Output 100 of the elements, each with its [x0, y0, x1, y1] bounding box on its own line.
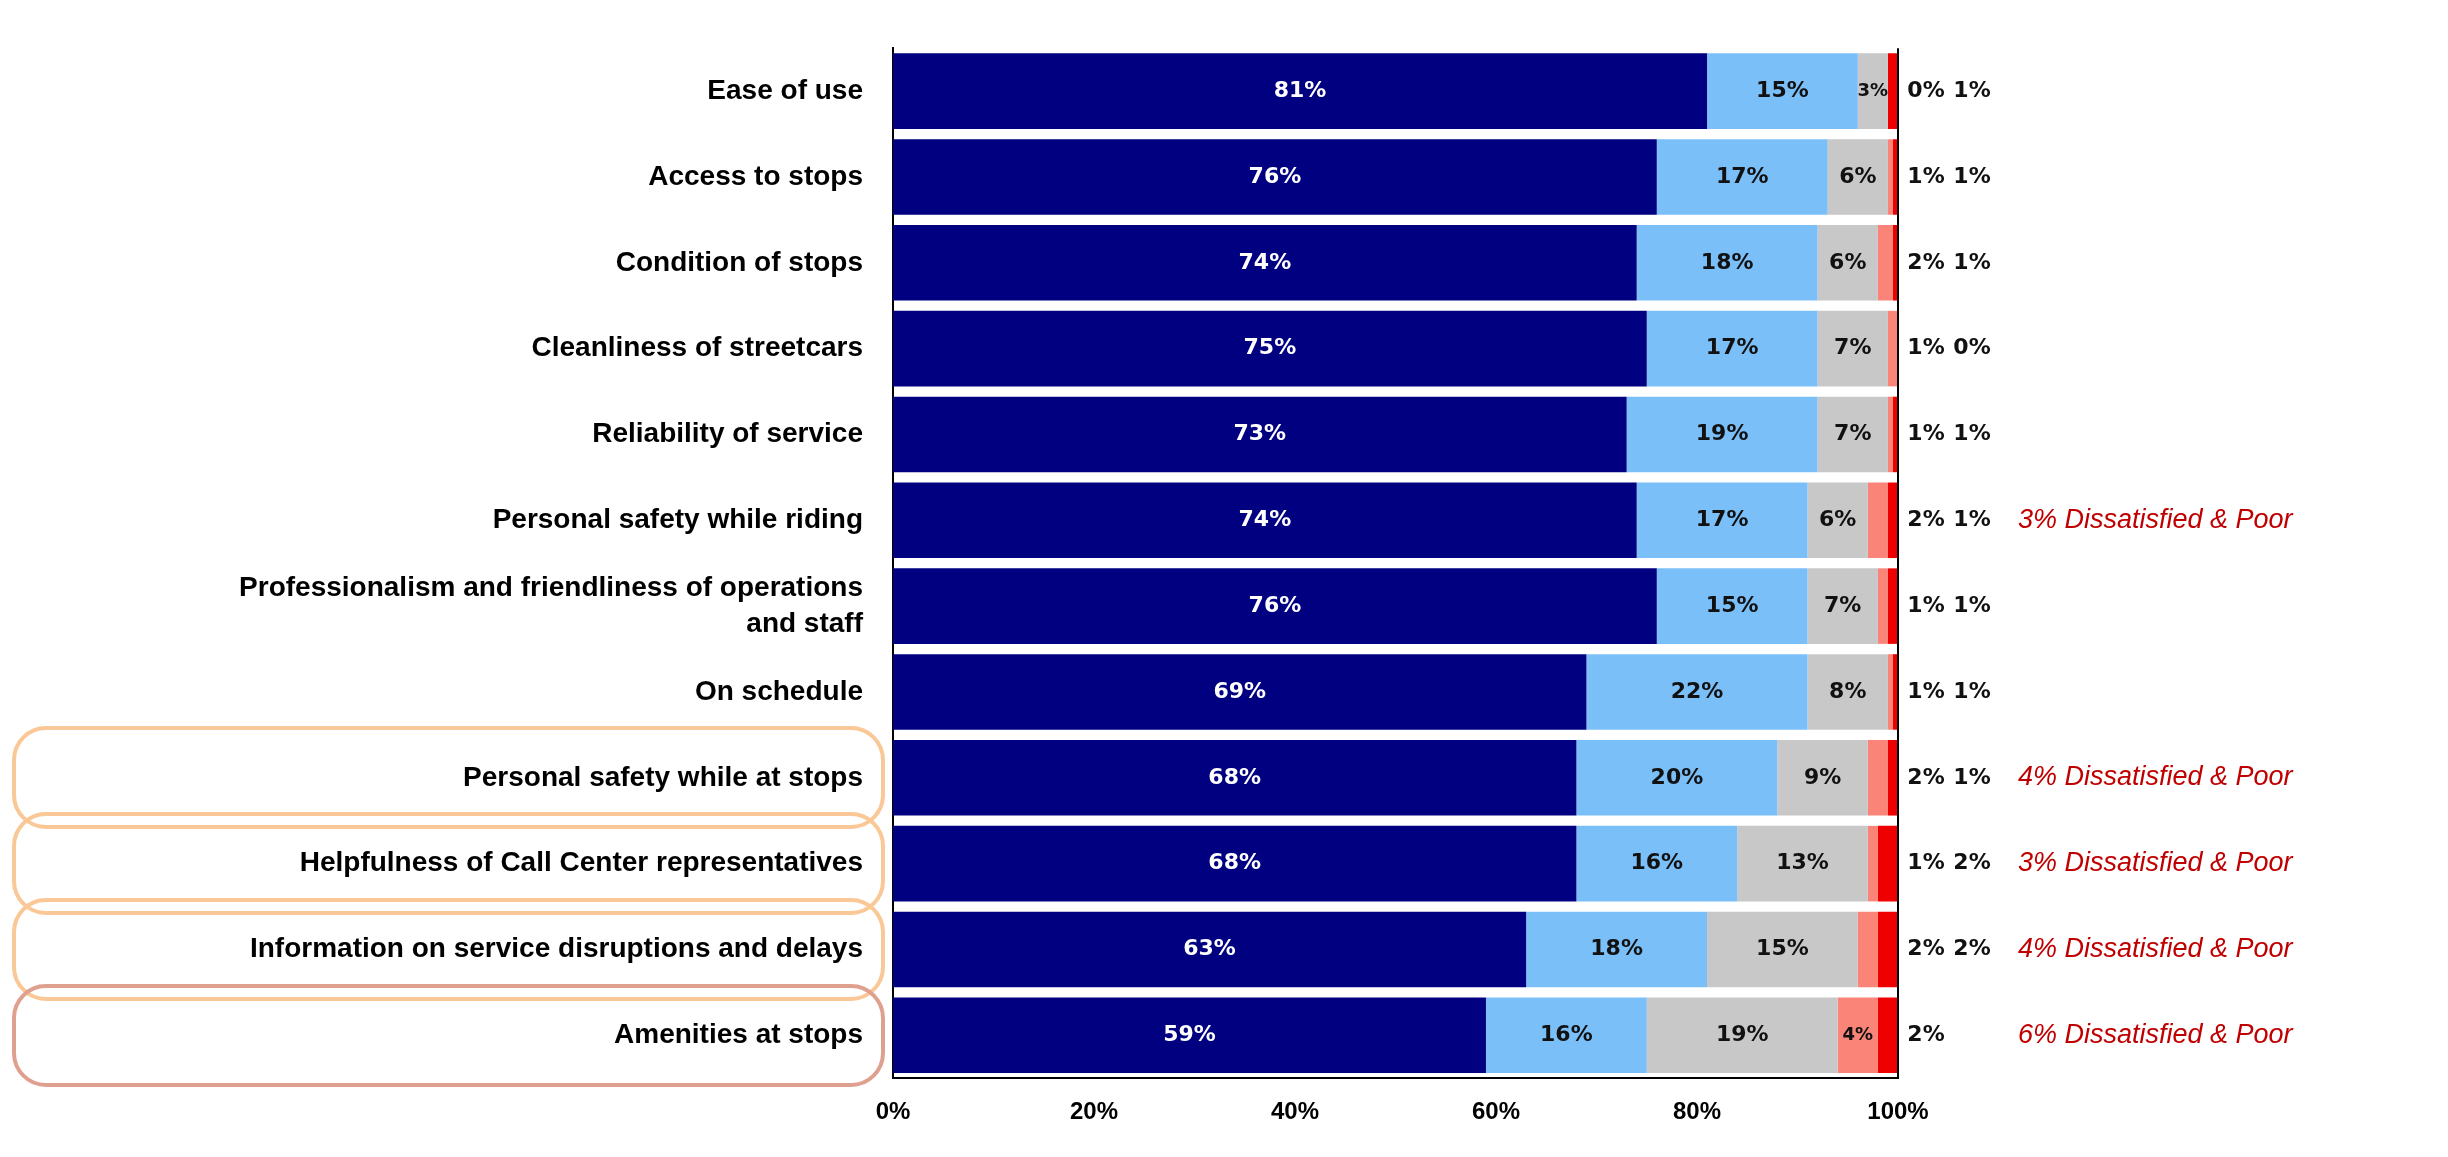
- data-label: 15%: [1705, 591, 1759, 617]
- bar: [893, 482, 1637, 559]
- data-label: 6%: [1829, 248, 1867, 274]
- bar: [1656, 139, 1828, 215]
- data-label: 17%: [1715, 162, 1769, 188]
- data-label: 74%: [1238, 248, 1292, 274]
- data-label: 2%: [1907, 935, 1945, 961]
- bar: [1887, 396, 1893, 473]
- x-tick-label: 60%: [1471, 1097, 1521, 1125]
- bar: [1526, 911, 1708, 988]
- bar: [893, 911, 1527, 988]
- data-label: 68%: [1208, 763, 1262, 789]
- bar: [1807, 482, 1868, 559]
- data-label: 4%: [1842, 1022, 1874, 1044]
- data-label: 1%: [1907, 420, 1945, 446]
- data-label: 1%: [1953, 677, 1991, 703]
- data-label: 68%: [1208, 849, 1262, 875]
- text: 4% Dissatisfied & Poor: [2018, 932, 2294, 963]
- bar: [893, 654, 1587, 730]
- bar: [1837, 997, 1878, 1074]
- data-label: 1%: [1907, 334, 1945, 360]
- data-label: 2%: [1953, 849, 1991, 875]
- bar: [1877, 568, 1888, 644]
- bar: [1707, 53, 1858, 129]
- bar: [1867, 482, 1888, 559]
- data-label: 1%: [1953, 420, 1991, 446]
- y-tick-label: Information on service disruptions and delays: [249, 932, 863, 964]
- data-label: 16%: [1540, 1021, 1593, 1046]
- y-tick-label: Ease of use: [707, 73, 863, 105]
- data-label: 69%: [1213, 677, 1267, 703]
- y-tick-label: Personal safety while at stops: [463, 760, 863, 792]
- bar: [1807, 568, 1878, 644]
- data-label: 1%: [1907, 849, 1945, 875]
- bar: [1656, 568, 1808, 644]
- data-label: 0%: [1953, 334, 1991, 360]
- bar: [1626, 396, 1818, 473]
- bar: [893, 997, 1486, 1074]
- bar: [1887, 568, 1898, 644]
- data-label: 3%: [1857, 78, 1889, 100]
- x-tick-label: 80%: [1672, 1097, 1722, 1125]
- y-tick-label: Amenities at stops: [614, 1018, 863, 1049]
- bar: [1887, 53, 1898, 129]
- text: 6% Dissatisfied & Poor: [2018, 1018, 2294, 1049]
- data-label: 81%: [1273, 76, 1327, 102]
- bar: [893, 825, 1577, 902]
- data-label: 1%: [1907, 677, 1945, 703]
- bar: [893, 310, 1647, 387]
- bar: [1817, 310, 1888, 387]
- bar: [893, 740, 1577, 816]
- data-label: 16%: [1630, 849, 1684, 875]
- data-label: 9%: [1803, 763, 1842, 789]
- data-label: 1%: [1953, 763, 1991, 789]
- bar: [1777, 740, 1868, 816]
- y-tick-label: Cleanliness of streetcars: [531, 331, 863, 363]
- bar: [1887, 139, 1893, 215]
- data-label: 74%: [1238, 506, 1292, 531]
- data-label: 17%: [1705, 334, 1759, 360]
- bar: [1857, 911, 1878, 988]
- y-tick-label: Condition of stops: [615, 245, 863, 277]
- y-tick-label: Helpfulness of Call Center representatives: [299, 846, 863, 878]
- x-tick-label: 100%: [1867, 1097, 1929, 1125]
- data-label: 7%: [1824, 591, 1862, 617]
- data-label: 59%: [1163, 1021, 1216, 1046]
- data-label: 18%: [1700, 248, 1754, 274]
- bar: [1827, 139, 1888, 215]
- text: 3% Dissatisfied & Poor: [2018, 503, 2294, 534]
- data-label: 1%: [1953, 248, 1991, 274]
- bar: [1877, 997, 1898, 1074]
- bar: [1807, 654, 1888, 730]
- bar: [1707, 911, 1858, 988]
- data-label: 8%: [1829, 677, 1867, 703]
- y-tick-label: On schedule: [694, 674, 863, 706]
- y-tick-label: Professionalism and friendliness of operations and staff: [239, 570, 864, 639]
- data-label: 76%: [1248, 162, 1302, 188]
- bar: [893, 225, 1637, 301]
- bar: [1867, 825, 1878, 902]
- text: 4% Dissatisfied & Poor: [2018, 761, 2294, 792]
- x-tick-label: 20%: [1069, 1097, 1119, 1125]
- y-tick-label: Personal safety while riding: [492, 503, 863, 534]
- data-label: 76%: [1248, 591, 1302, 617]
- bar: [1817, 225, 1878, 301]
- data-label: 22%: [1670, 677, 1724, 703]
- bar: [1636, 225, 1818, 301]
- bar: [893, 568, 1657, 644]
- bar: [1877, 225, 1893, 301]
- data-label: 2%: [1907, 506, 1945, 531]
- data-label: 63%: [1183, 935, 1236, 961]
- data-label: 1%: [1953, 506, 1991, 531]
- bar: [1636, 482, 1808, 559]
- bar: [1867, 740, 1888, 816]
- bar: [1877, 825, 1898, 902]
- data-label: 13%: [1776, 849, 1829, 875]
- data-label: 6%: [1839, 162, 1877, 188]
- data-label: 19%: [1715, 1021, 1769, 1046]
- bar: [1485, 997, 1647, 1074]
- data-label: 1%: [1907, 591, 1945, 617]
- bar: [1586, 654, 1808, 730]
- bar: [1576, 740, 1778, 816]
- data-label: 20%: [1650, 763, 1704, 789]
- data-label: 15%: [1756, 76, 1809, 102]
